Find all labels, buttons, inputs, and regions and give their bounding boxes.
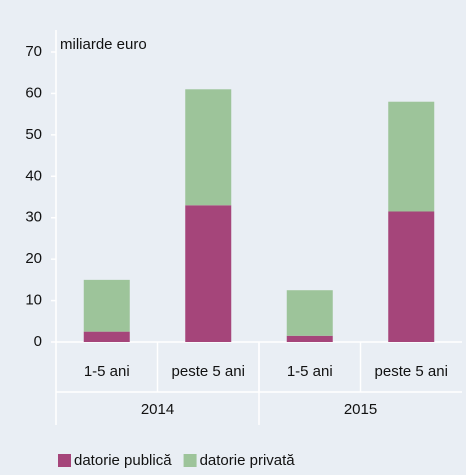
bar-segment	[388, 211, 435, 342]
bar-segment	[83, 331, 130, 342]
x-tick-label: 1-5 ani	[84, 363, 130, 380]
y-tick-label: 30	[25, 209, 42, 226]
legend-swatch	[58, 454, 71, 467]
bar-segment	[286, 290, 333, 336]
y-tick-label: 20	[25, 250, 42, 267]
y-tick-label: 10	[25, 292, 42, 309]
x-tick-label: peste 5 ani	[172, 363, 245, 380]
x-tick-label: 1-5 ani	[287, 363, 333, 380]
y-tick-label: 50	[25, 126, 42, 143]
bar-segment	[286, 335, 333, 342]
legend-label: datorie privată	[200, 452, 296, 469]
bar-segment	[185, 205, 232, 342]
y-tick-label: 0	[34, 333, 42, 350]
bar-segment	[185, 89, 232, 206]
legend-swatch	[183, 454, 197, 467]
group-label: 2014	[141, 401, 174, 418]
y-tick-label: 70	[25, 43, 42, 60]
legend-label: datorie publică	[74, 452, 172, 469]
group-label: 2015	[344, 401, 377, 418]
y-axis-label: miliarde euro	[60, 36, 147, 53]
x-tick-label: peste 5 ani	[375, 363, 448, 380]
bar-segment	[388, 101, 435, 212]
bar-segment	[83, 279, 130, 332]
y-tick-label: 60	[25, 84, 42, 101]
y-tick-label: 40	[25, 167, 42, 184]
